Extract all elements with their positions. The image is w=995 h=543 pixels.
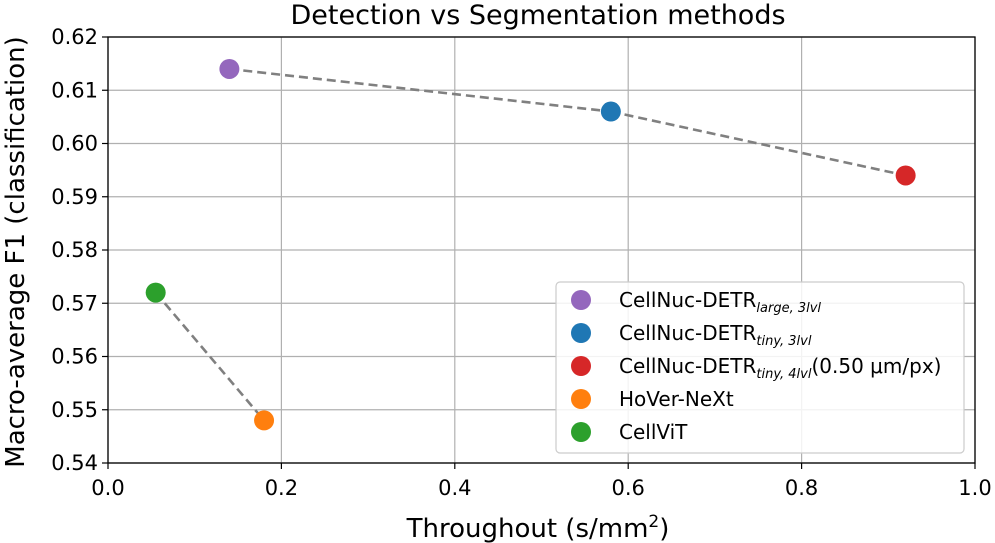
data-point <box>145 282 166 303</box>
x-axis-label-superscript: 2 <box>648 512 659 532</box>
y-axis-ticks: 0.54 0.55 0.56 0.57 0.58 0.59 0.60 0.61 0.62 <box>51 25 108 475</box>
legend-entry-name: HoVer-NeXt <box>619 387 734 411</box>
x-tick-label: 0.0 <box>91 476 124 500</box>
legend-entry-subscript: tiny, 3lvl <box>756 334 811 349</box>
legend-entry: CellNuc-DETRtiny, 3lvl <box>619 321 812 349</box>
y-tick-label: 0.55 <box>51 398 98 422</box>
y-tick-label: 0.57 <box>51 291 98 315</box>
data-point <box>219 58 240 79</box>
x-axis-ticks: 0.0 0.2 0.4 0.6 0.8 1.0 <box>91 463 992 500</box>
y-tick-label: 0.62 <box>51 25 98 49</box>
legend-entry-name: CellNuc-DETR <box>619 288 756 312</box>
legend-entry: CellViT <box>619 420 688 444</box>
data-point <box>600 101 621 122</box>
legend-entry: HoVer-NeXt <box>619 387 734 411</box>
chart-title: Detection vs Segmentation methods <box>290 0 785 31</box>
x-tick-label: 0.6 <box>611 476 644 500</box>
legend-marker <box>571 422 591 442</box>
legend-marker <box>571 389 591 409</box>
y-tick-label: 0.61 <box>51 78 98 102</box>
legend-entry-name: CellNuc-DETR <box>619 354 756 378</box>
x-tick-label: 1.0 <box>958 476 991 500</box>
legend-entry-name: CellNuc-DETR <box>619 321 756 345</box>
connection-lines <box>154 67 906 422</box>
y-tick-label: 0.60 <box>51 132 98 156</box>
x-tick-label: 0.2 <box>265 476 298 500</box>
legend-entry-subscript: tiny, 4lvl <box>756 367 811 382</box>
data-point <box>254 410 275 431</box>
legend-entry-suffix: (0.50 μm/px) <box>811 354 941 378</box>
legend-entry: CellNuc-DETRtiny, 4lvl(0.50 μm/px) <box>619 354 941 382</box>
y-tick-label: 0.54 <box>51 451 98 475</box>
legend-entry-name: CellViT <box>619 420 688 444</box>
x-tick-label: 0.4 <box>438 476 471 500</box>
dashed-connection-line <box>229 67 612 113</box>
legend-marker <box>571 323 591 343</box>
legend-marker <box>571 290 591 310</box>
legend: CellNuc-DETRlarge, 3lvlCellNuc-DETRtiny,… <box>555 281 965 454</box>
x-axis-label: Throughout (s/mm2) <box>406 512 670 543</box>
legend-marker <box>571 356 591 376</box>
x-axis-label-text: Throughout (s/mm <box>406 514 649 543</box>
x-tick-label: 0.8 <box>785 476 818 500</box>
y-tick-label: 0.59 <box>51 185 98 209</box>
y-axis-label: Macro-average F1 (classification) <box>1 36 31 467</box>
data-point <box>895 165 916 186</box>
legend-entry-subscript: large, 3lvl <box>756 301 821 316</box>
x-axis-label-close: ) <box>659 514 669 543</box>
data-points <box>145 58 916 431</box>
dashed-connection-line <box>610 110 906 177</box>
legend-entry: CellNuc-DETRlarge, 3lvl <box>619 288 821 316</box>
y-tick-label: 0.58 <box>51 238 98 262</box>
y-tick-label: 0.56 <box>51 345 98 369</box>
legend-frame <box>555 281 965 454</box>
